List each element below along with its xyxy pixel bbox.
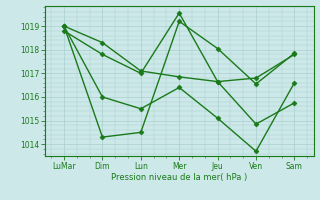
X-axis label: Pression niveau de la mer( hPa ): Pression niveau de la mer( hPa ) bbox=[111, 173, 247, 182]
